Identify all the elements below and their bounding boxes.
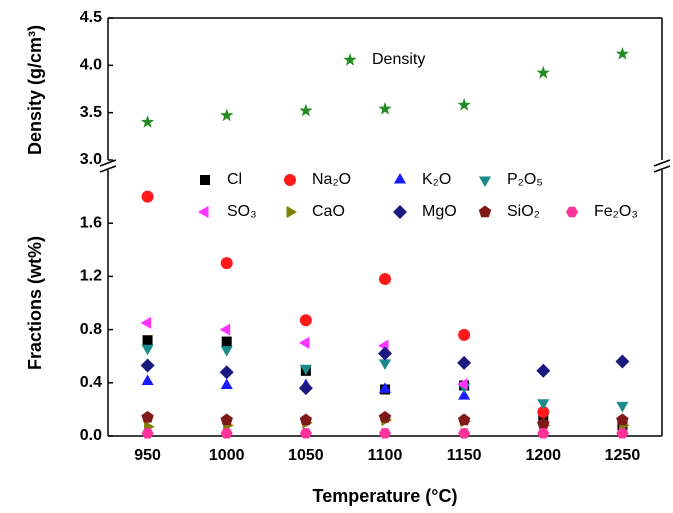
x-tick-label: 1250 (605, 447, 641, 464)
legend-label: K₂O (422, 171, 451, 188)
marker (221, 336, 232, 347)
legend-marker (478, 205, 492, 218)
x-tick-label: 950 (134, 447, 161, 464)
marker (458, 413, 471, 426)
y-tick-label: 0.4 (80, 374, 102, 391)
marker (537, 399, 550, 410)
legend-label: CaO (312, 203, 345, 220)
marker (299, 364, 312, 376)
legend-marker (200, 175, 210, 185)
legend-marker (284, 174, 296, 186)
marker (140, 316, 152, 329)
legend-label: Na₂O (312, 171, 351, 188)
marker (141, 374, 154, 385)
break-mark (653, 159, 671, 167)
marker (537, 417, 550, 430)
y-tick-label: 0.0 (80, 427, 102, 444)
y-tick-label: 1.6 (80, 214, 102, 231)
marker (379, 273, 391, 286)
marker (141, 428, 154, 439)
legend-marker (393, 173, 407, 184)
y-axis-label: Density (g/cm³) (25, 25, 45, 155)
y-axis-label: Fractions (wt%) (25, 236, 45, 370)
marker (616, 428, 629, 439)
y-tick-label: 3.0 (80, 151, 102, 168)
marker (299, 103, 313, 117)
marker (220, 257, 233, 270)
break-mark (653, 165, 671, 173)
marker (616, 413, 629, 426)
marker (141, 410, 154, 423)
marker (219, 323, 231, 336)
x-axis-label: Temperature (°C) (313, 486, 458, 506)
marker (378, 410, 392, 423)
marker (458, 389, 471, 400)
legend-marker (393, 205, 407, 219)
legend-marker (198, 205, 209, 219)
marker (457, 355, 472, 370)
marker (220, 108, 234, 122)
legend-label: MgO (422, 203, 457, 220)
break-mark (99, 165, 117, 173)
y-tick-label: 3.5 (80, 104, 102, 121)
legend-label: Fe₂O₃ (594, 203, 638, 220)
marker (378, 359, 392, 370)
marker (140, 358, 155, 373)
y-tick-label: 4.5 (80, 9, 102, 26)
marker (379, 428, 391, 439)
marker (537, 406, 550, 419)
marker (220, 346, 233, 357)
marker (220, 413, 233, 426)
marker (299, 428, 312, 439)
marker (616, 401, 629, 413)
marker (536, 65, 550, 79)
legend-label: Density (372, 51, 425, 68)
marker (537, 428, 550, 439)
x-tick-label: 1000 (209, 447, 245, 464)
x-tick-label: 1150 (447, 447, 482, 464)
axis-break (99, 159, 671, 173)
x-tick-label: 1050 (288, 447, 324, 464)
marker (142, 335, 153, 346)
legend-marker (343, 53, 357, 66)
legend-label: SiO₂ (507, 203, 540, 220)
y-tick-label: 1.2 (80, 268, 102, 285)
legend-marker (478, 176, 492, 187)
marker (298, 381, 313, 396)
marker (299, 314, 312, 327)
marker (378, 382, 392, 393)
marker (457, 98, 471, 111)
marker (219, 365, 234, 380)
x-tick-label: 1200 (525, 447, 561, 464)
marker (141, 344, 154, 356)
legend-marker (286, 205, 297, 219)
marker (298, 336, 310, 349)
marker (141, 190, 154, 203)
legend-label: Cl (227, 171, 242, 188)
legend-label: P₂O₅ (507, 171, 543, 188)
marker (615, 47, 630, 60)
marker (457, 378, 468, 391)
marker (536, 363, 551, 378)
marker (378, 101, 392, 115)
legend-marker (566, 206, 578, 218)
y-tick-label: 4.0 (80, 57, 102, 74)
legend-label: SO₃ (227, 203, 257, 220)
marker (615, 354, 630, 369)
marker (140, 115, 155, 128)
marker (220, 428, 233, 439)
marker (299, 413, 312, 426)
marker (378, 346, 392, 361)
marker (220, 378, 233, 389)
break-mark (99, 159, 117, 167)
x-tick-label: 1100 (368, 447, 403, 464)
marker (458, 328, 471, 341)
marker (458, 428, 471, 439)
y-tick-label: 0.8 (80, 321, 102, 338)
